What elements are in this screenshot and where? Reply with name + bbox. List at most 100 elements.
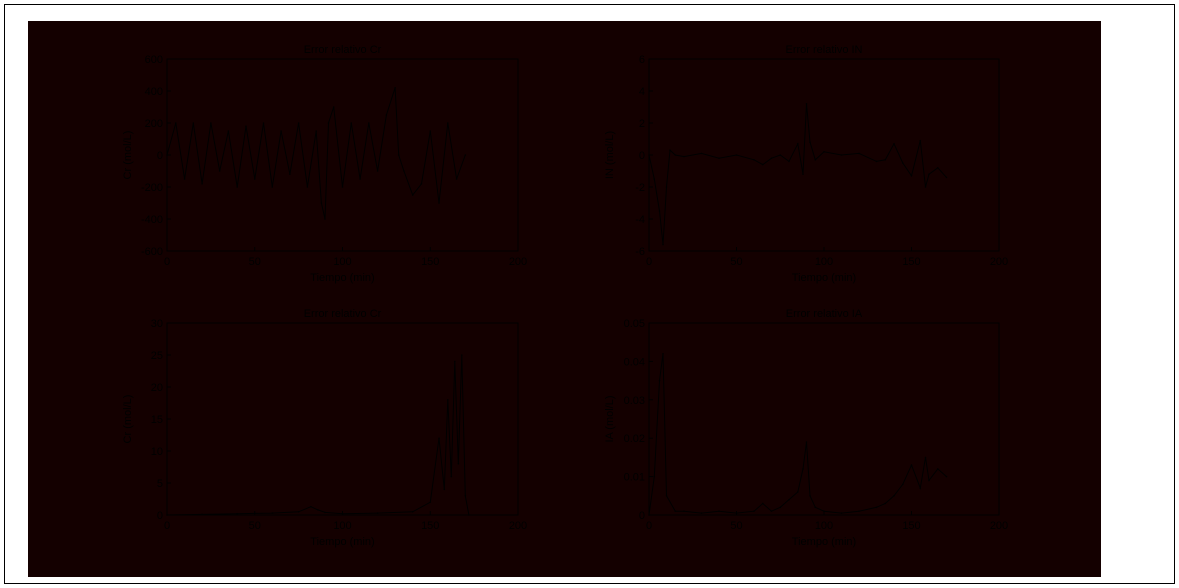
data-point bbox=[297, 511, 300, 513]
chart-panel-4: Error relativo IA 0 50 100 150 200 0 0.01 0.02 0.… bbox=[604, 308, 1008, 548]
data-point bbox=[770, 157, 773, 159]
data-point bbox=[761, 163, 764, 166]
chart-title: Error relativo IA bbox=[786, 308, 863, 320]
data-point bbox=[858, 152, 860, 155]
x-axis-label: Tiempo (min) bbox=[310, 272, 374, 284]
data-point bbox=[376, 512, 379, 514]
data-point bbox=[210, 122, 212, 124]
x-tick-label: 0 bbox=[164, 256, 170, 268]
y-tick-label: 200 bbox=[145, 118, 163, 130]
data-point bbox=[884, 159, 887, 161]
data-point bbox=[368, 122, 370, 124]
data-point bbox=[718, 510, 720, 512]
data-point bbox=[928, 173, 930, 175]
x-tick-label: 100 bbox=[333, 256, 351, 268]
series-line-1 bbox=[648, 103, 947, 245]
data-point bbox=[753, 159, 755, 161]
series-line-1 bbox=[166, 87, 466, 220]
x-axis-label: Tiempo (min) bbox=[792, 272, 856, 284]
x-tick-label: 150 bbox=[421, 520, 439, 532]
data-point bbox=[658, 379, 661, 382]
data-point bbox=[332, 106, 335, 108]
figure-area: Error relativo Cr 0 50 100 150 200 -600 -400 -20… bbox=[28, 21, 1101, 577]
y-tick-label: 0.02 bbox=[624, 433, 645, 445]
data-point bbox=[700, 152, 703, 155]
x-tick-label: 200 bbox=[990, 256, 1008, 268]
data-point bbox=[893, 495, 895, 497]
data-point bbox=[236, 186, 238, 188]
y-tick-label: 0.03 bbox=[624, 395, 645, 407]
data-point bbox=[674, 510, 677, 512]
data-point bbox=[788, 160, 790, 163]
data-point bbox=[805, 441, 808, 443]
data-point bbox=[814, 506, 817, 509]
data-point bbox=[201, 513, 203, 516]
data-point bbox=[796, 491, 799, 493]
data-point bbox=[893, 143, 895, 145]
x-tick-label: 200 bbox=[509, 520, 527, 532]
data-point bbox=[796, 143, 799, 145]
data-point bbox=[253, 178, 256, 180]
data-point bbox=[468, 514, 470, 516]
data-point bbox=[840, 154, 843, 156]
data-point bbox=[306, 186, 309, 188]
data-point bbox=[394, 87, 396, 89]
data-point bbox=[788, 498, 790, 501]
x-tick-label: 100 bbox=[815, 520, 833, 532]
data-point bbox=[443, 488, 446, 491]
data-point bbox=[683, 510, 685, 512]
data-point bbox=[324, 218, 326, 220]
data-point bbox=[802, 468, 804, 470]
data-point bbox=[324, 511, 326, 514]
data-point bbox=[779, 506, 782, 509]
y-tick-label: 10 bbox=[151, 446, 163, 458]
y-tick-label: 15 bbox=[151, 414, 163, 426]
x-tick-label: 200 bbox=[990, 520, 1008, 532]
plot-area bbox=[648, 322, 1000, 516]
data-point bbox=[236, 512, 238, 515]
y-tick-label: 4 bbox=[639, 86, 645, 98]
x-tick-label: 100 bbox=[815, 256, 833, 268]
data-point bbox=[910, 175, 913, 177]
data-point bbox=[648, 514, 650, 516]
data-point bbox=[403, 170, 405, 172]
y-tick-label: 600 bbox=[145, 54, 163, 66]
data-point bbox=[454, 360, 456, 363]
data-point bbox=[192, 122, 195, 124]
chart-figure: Error relativo Cr0 50 100 150 200-600-400-20… bbox=[28, 21, 1101, 577]
y-tick-label: 0 bbox=[157, 510, 163, 522]
data-point bbox=[770, 510, 773, 512]
data-point bbox=[341, 512, 344, 515]
data-point bbox=[461, 354, 463, 356]
x-axis-label: Tiempo (min) bbox=[310, 536, 374, 548]
data-point bbox=[700, 512, 703, 514]
data-point bbox=[327, 122, 330, 124]
data-point bbox=[464, 495, 467, 497]
data-point bbox=[805, 103, 808, 105]
data-point bbox=[901, 162, 904, 164]
data-point bbox=[438, 437, 440, 440]
data-point bbox=[271, 186, 274, 188]
data-point bbox=[665, 495, 668, 497]
y-tick-label: -200 bbox=[141, 182, 163, 194]
x-tick-label: 200 bbox=[509, 256, 527, 268]
data-point bbox=[429, 501, 432, 504]
x-tick-label: 100 bbox=[333, 520, 351, 532]
data-point bbox=[919, 139, 922, 142]
data-point bbox=[411, 194, 414, 196]
data-point bbox=[218, 170, 221, 172]
y-tick-label: 25 bbox=[151, 350, 163, 362]
y-axis-label: Cr (mol/L) bbox=[122, 131, 134, 180]
data-point bbox=[653, 178, 656, 180]
data-point bbox=[735, 512, 738, 514]
data-point bbox=[201, 183, 203, 185]
y-tick-label: 30 bbox=[151, 318, 163, 330]
data-point bbox=[928, 479, 930, 482]
y-tick-label: 0 bbox=[639, 150, 645, 162]
y-axis-label: IN (mol/L) bbox=[604, 131, 616, 179]
data-point bbox=[858, 510, 860, 512]
data-point bbox=[936, 167, 939, 169]
data-point bbox=[875, 506, 878, 509]
data-point bbox=[823, 151, 825, 153]
data-point bbox=[166, 514, 168, 516]
